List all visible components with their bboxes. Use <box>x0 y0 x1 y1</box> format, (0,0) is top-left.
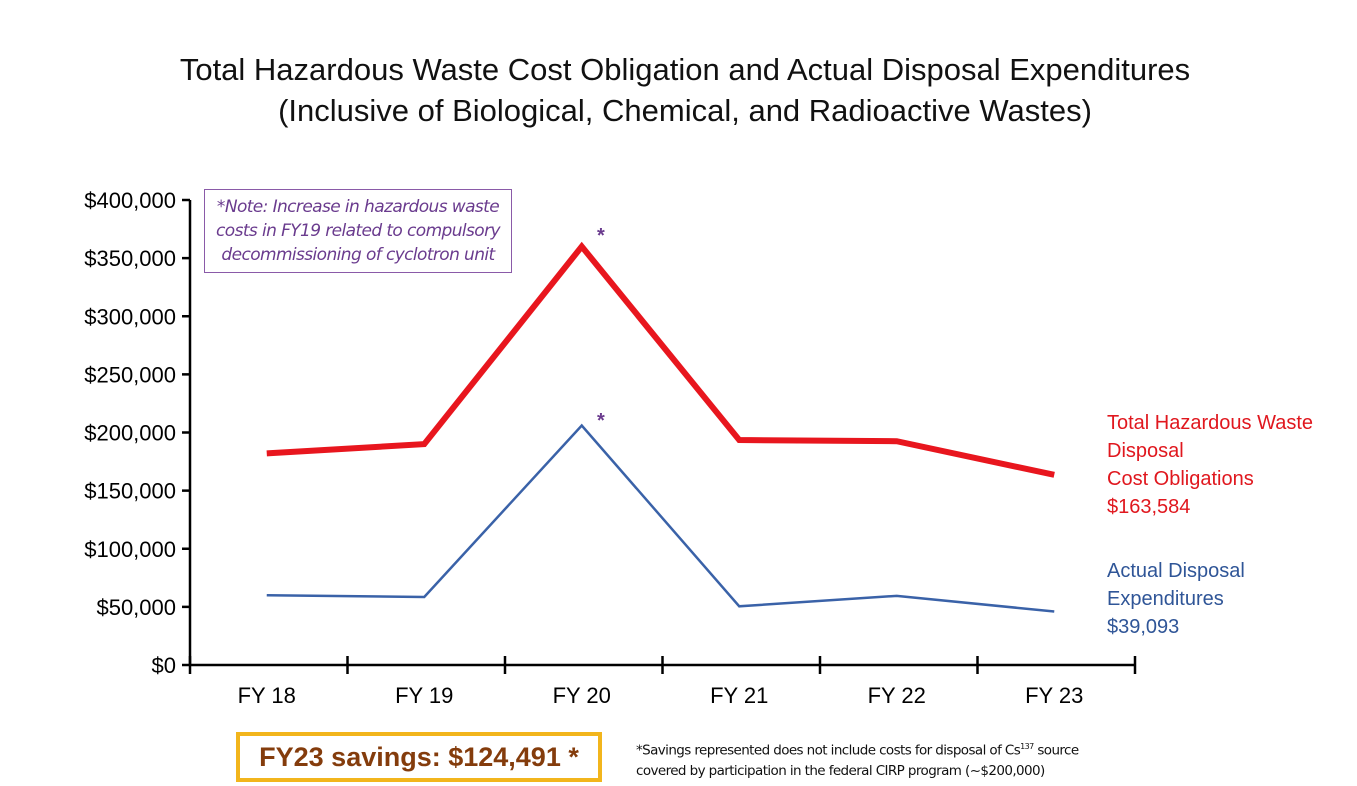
y-tick-label: $0 <box>152 653 176 678</box>
x-tick-label: FY 22 <box>868 683 926 708</box>
x-tick-label: FY 19 <box>395 683 453 708</box>
note-line: decommissioning of cyclotron unit <box>221 245 495 265</box>
note-annotation: *Note: Increase in hazardous waste costs… <box>204 189 512 273</box>
y-tick-label: $150,000 <box>84 479 176 504</box>
y-tick-label: $400,000 <box>84 188 176 213</box>
blue-peak-star: * <box>597 410 605 432</box>
label-line: Expenditures <box>1107 588 1224 610</box>
x-tick-label: FY 20 <box>553 683 611 708</box>
savings-box: FY23 savings: $124,491 * <box>236 732 602 782</box>
note-line: *Note: Increase in hazardous waste <box>216 197 500 217</box>
label-value: $163,584 <box>1107 496 1191 518</box>
red-peak-star: * <box>597 225 605 247</box>
footnote-text: source <box>1033 742 1079 759</box>
chart-subtitle: (Inclusive of Biological, Chemical, and … <box>278 93 1092 128</box>
x-tick-label: FY 18 <box>238 683 296 708</box>
label-line: Disposal <box>1107 440 1184 462</box>
y-tick-label: $50,000 <box>96 595 176 620</box>
footnote-text: *Savings represented does not include co… <box>636 742 1021 759</box>
y-tick-label: $250,000 <box>84 362 176 387</box>
footnote-text: covered by participation in the federal … <box>636 762 1045 779</box>
series-line-obligations <box>266 241 1055 478</box>
label-line: Total Hazardous Waste <box>1107 412 1314 434</box>
note-line: costs in FY19 related to compulsory <box>216 221 501 241</box>
series-label-obligations: Total Hazardous Waste Disposal Cost Obli… <box>1107 409 1313 521</box>
chart-title: Total Hazardous Waste Cost Obligation an… <box>179 52 1191 87</box>
x-tick-label: FY 21 <box>710 683 768 708</box>
series-label-expenditures: Actual Disposal Expenditures $39,093 <box>1107 557 1245 641</box>
label-line: Actual Disposal <box>1107 560 1245 582</box>
y-tick-label: $100,000 <box>84 537 176 562</box>
y-tick-label: $200,000 <box>84 421 176 446</box>
x-tick-label: FY 23 <box>1025 683 1083 708</box>
label-line: Cost Obligations <box>1107 468 1254 490</box>
footnote: *Savings represented does not include co… <box>636 737 1079 781</box>
y-tick-label: $300,000 <box>84 304 176 329</box>
footnote-superscript: 137 <box>1020 742 1034 751</box>
series-line-expenditures <box>266 423 1055 613</box>
label-value: $39,093 <box>1107 616 1180 638</box>
y-tick-label: $350,000 <box>84 246 176 271</box>
